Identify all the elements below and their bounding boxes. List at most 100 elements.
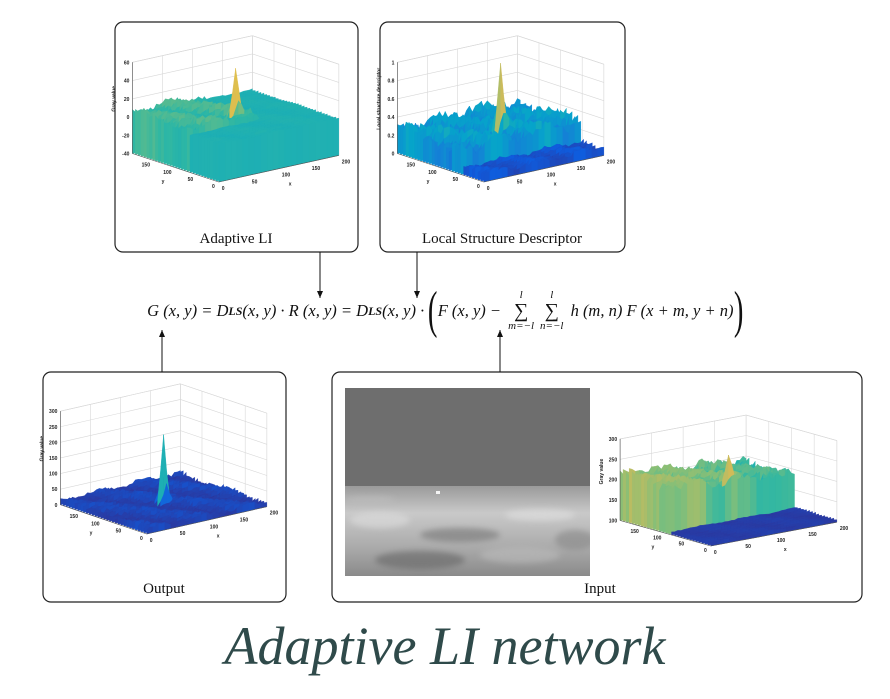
surface-strip — [224, 140, 232, 181]
surface-strip — [332, 117, 339, 157]
surface-strip — [326, 118, 333, 159]
grid-line — [397, 35, 518, 63]
surface-strip — [248, 136, 256, 176]
surface-plot: 0 0.2 0.4 0.6 0.8 1 0 50 100 150 0 50 100 150 200 y x Loc… — [376, 35, 616, 192]
sum-symbol: ∑ — [544, 300, 559, 322]
panel-caption: Output — [143, 581, 186, 597]
title: Adaptive LI network — [224, 616, 666, 676]
z-axis-label: Gray value — [111, 86, 117, 112]
axis-line — [218, 155, 339, 183]
surface-strip — [788, 468, 795, 512]
x-tick-label: 150 — [312, 166, 321, 172]
eq-sum: l ∑ n=−l — [540, 290, 563, 332]
z-tick-label: 150 — [609, 498, 618, 504]
grid-line — [132, 53, 253, 81]
eq-paren: ) — [733, 282, 743, 339]
x-tick-label: 200 — [607, 159, 616, 165]
surface-strip — [483, 171, 490, 183]
grid-line — [252, 71, 339, 101]
z-tick-label: 40 — [124, 79, 130, 85]
surface-strip — [284, 128, 291, 168]
grid-line — [517, 35, 604, 65]
y-axis-label: y — [651, 544, 654, 550]
axis-line — [132, 153, 219, 183]
sum-bottom: m=−l — [508, 320, 535, 332]
grid-line — [132, 71, 253, 100]
x-tick-label: 150 — [240, 518, 249, 524]
x-axis-label: x — [217, 533, 220, 539]
x-tick-label: 50 — [745, 544, 751, 550]
surface-strip — [731, 474, 738, 523]
surface-strip — [308, 121, 315, 163]
grid-line — [397, 53, 518, 81]
z-tick-label: 20 — [124, 97, 130, 103]
z-tick-label: 0.8 — [387, 79, 394, 85]
sum-symbol: ∑ — [513, 300, 529, 322]
grid-line — [397, 71, 518, 100]
grid-line — [397, 90, 518, 118]
surface-strip — [218, 142, 226, 183]
z-tick-label: 0.4 — [387, 115, 394, 121]
z-tick-label: 200 — [49, 440, 58, 446]
surface-strip — [762, 476, 770, 517]
panel-caption: Input — [584, 581, 616, 597]
x-tick-label: 100 — [777, 538, 786, 544]
surface-strip — [718, 482, 726, 525]
surface-strip — [314, 121, 321, 161]
z-tick-label: 0 — [55, 503, 58, 509]
surface-strip — [668, 484, 675, 535]
sum-bottom: n=−l — [540, 320, 564, 332]
x-tick-label: 200 — [840, 526, 849, 532]
surface-strip — [260, 133, 267, 173]
surface-strip — [737, 476, 745, 522]
surface-strip — [531, 160, 538, 172]
surface-strip — [302, 124, 309, 164]
x-tick-label: 100 — [547, 173, 556, 179]
surface-strip — [775, 474, 783, 515]
surface-strip — [674, 485, 682, 534]
eq-sub: LS — [368, 303, 383, 318]
z-tick-label: 1 — [392, 60, 395, 66]
grid-line — [252, 35, 339, 65]
y-axis-label: y — [90, 530, 93, 536]
eq-part: (x, y) · — [382, 301, 429, 320]
panel-caption: Adaptive LI — [200, 231, 273, 247]
surface-strip — [750, 476, 757, 519]
equation: G (x, y) = D LS (x, y) · R (x, y) = D LS (x,… — [0, 282, 890, 340]
grid-line — [517, 53, 604, 83]
z-tick-label: 50 — [52, 487, 58, 493]
x-axis-label: x — [554, 182, 557, 188]
x-tick-label: 200 — [270, 511, 279, 517]
grid-line — [517, 90, 604, 120]
y-tick-label: 0 — [704, 548, 707, 554]
surface-strip — [756, 477, 764, 518]
z-tick-label: 150 — [49, 456, 58, 462]
surface-strip — [501, 166, 508, 179]
y-tick-label: 150 — [630, 529, 639, 535]
x-tick-label: 0 — [714, 550, 717, 556]
surface-strip — [573, 149, 580, 163]
x-tick-label: 200 — [342, 159, 351, 165]
y-tick-label: 50 — [116, 529, 122, 535]
eq-sub: LS — [228, 303, 243, 318]
surface-strip — [743, 474, 751, 521]
y-axis-label: y — [427, 179, 430, 185]
surface-strip — [242, 137, 250, 177]
surface-strip — [254, 135, 261, 175]
x-tick-label: 0 — [487, 186, 490, 192]
surface-strip — [230, 140, 238, 180]
x-tick-label: 150 — [808, 532, 817, 538]
z-tick-label: 250 — [49, 425, 58, 431]
y-tick-label: 50 — [188, 177, 194, 183]
z-tick-label: 300 — [609, 437, 618, 443]
eq-part: F (x, y) − — [437, 301, 506, 320]
z-tick-label: 0.2 — [387, 133, 394, 139]
y-tick-label: 100 — [653, 535, 662, 541]
y-tick-label: 50 — [679, 542, 685, 548]
surface-strip — [699, 478, 707, 529]
z-tick-label: 0.6 — [387, 97, 394, 103]
y-axis-label: y — [162, 179, 165, 185]
grid-line — [517, 71, 604, 101]
y-tick-label: 150 — [70, 514, 79, 520]
x-tick-label: 100 — [210, 524, 219, 530]
